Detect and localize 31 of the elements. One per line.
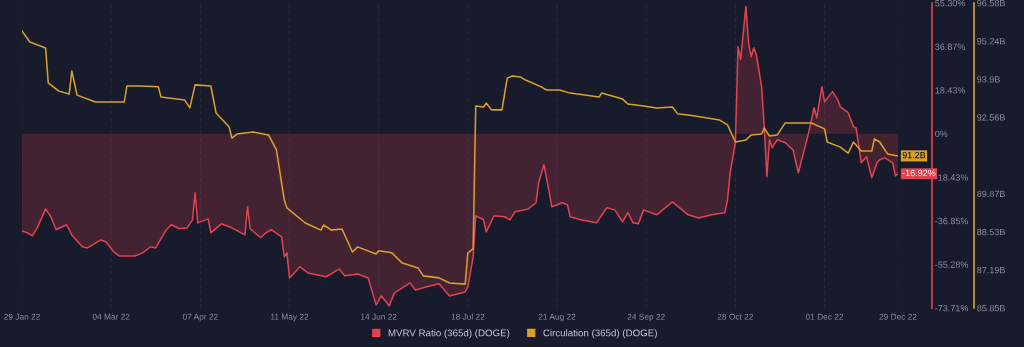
y2-tick-label: 93.9B [977, 76, 1000, 83]
data-label: -16.92% [902, 169, 936, 177]
y2-tick-label: 96.58B [977, 0, 1005, 7]
legend-label: MVRV Ratio (365d) (DOGE) [388, 329, 510, 339]
y-tick-label: -36.85% [935, 217, 969, 225]
y-tick-label: 36.87% [935, 43, 966, 50]
x-tick-label: 29 Jan 22 [4, 313, 40, 320]
x-tick-label: 28 Oct 22 [717, 313, 754, 320]
y-tick-label: -18.43% [935, 174, 969, 181]
x-tick-label: 29 Dec 22 [879, 313, 917, 320]
y2-tick-label: 92.56B [977, 114, 1005, 121]
y-tick-label: 18.43% [935, 87, 966, 94]
x-tick-label: 14 Jun 22 [361, 313, 397, 320]
y-tick-label: -55.28% [935, 261, 969, 268]
y-tick-label: 0% [935, 130, 948, 138]
x-tick-label: 24 Sep 22 [627, 313, 665, 322]
y-tick-label: 55.30% [935, 0, 966, 7]
legend-label: Circulation (365d) (DOGE) [543, 329, 657, 339]
y2-tick-label: 88.53B [977, 228, 1005, 236]
x-tick-label: 04 Mar 22 [92, 313, 130, 320]
y2-tick-label: 89.87B [977, 190, 1005, 198]
y2-tick-label: 95.24B [977, 38, 1005, 45]
y2-tick-label: 87.19B [977, 266, 1005, 274]
x-tick-label: 01 Dec 22 [805, 313, 844, 320]
x-tick-label: 11 May 22 [271, 313, 309, 322]
x-tick-label: 21 Aug 22 [538, 313, 576, 322]
y-tick-label: -73.71% [935, 304, 969, 312]
x-tick-label: 07 Apr 22 [182, 313, 218, 322]
data-label: 91.2B [902, 151, 926, 159]
x-tick-label: 18 Jul 22 [451, 313, 485, 320]
y2-tick-label: 85.85B [977, 304, 1005, 312]
